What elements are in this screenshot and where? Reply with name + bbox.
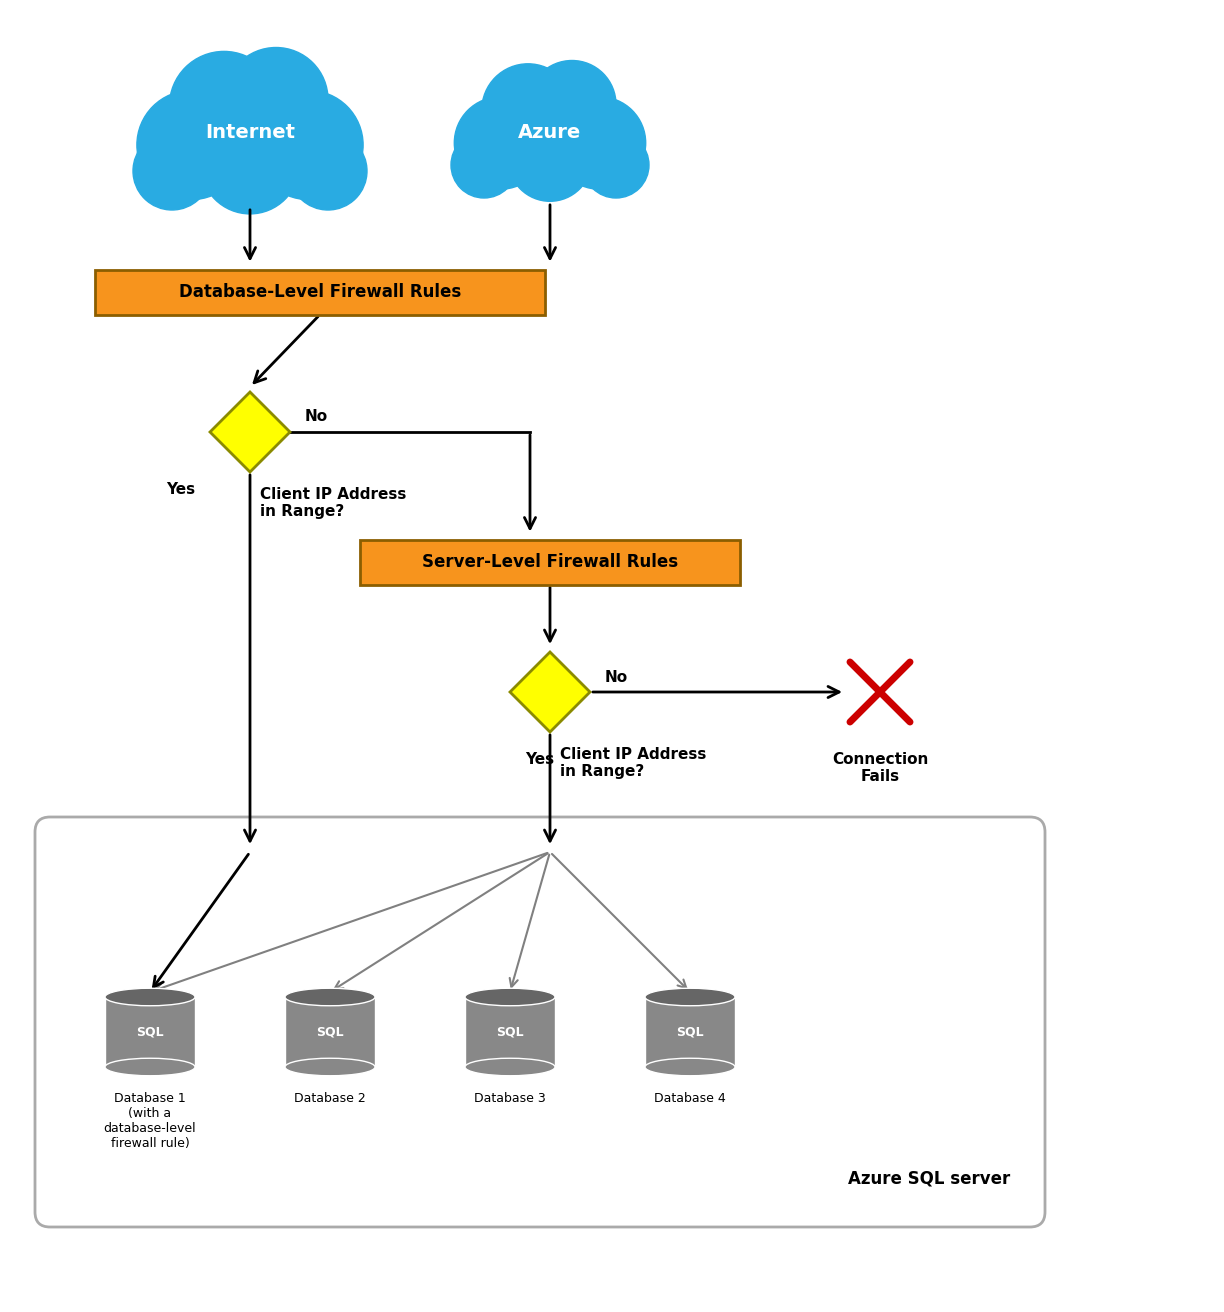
FancyBboxPatch shape <box>360 539 741 585</box>
Bar <box>105 997 195 1067</box>
Circle shape <box>508 118 591 201</box>
Text: SQL: SQL <box>136 1026 164 1039</box>
Ellipse shape <box>645 1059 734 1076</box>
Ellipse shape <box>465 1059 554 1076</box>
Ellipse shape <box>285 988 375 1006</box>
Ellipse shape <box>465 988 554 1006</box>
Text: SQL: SQL <box>316 1026 344 1039</box>
Text: SQL: SQL <box>676 1026 704 1039</box>
Text: Connection
Fails: Connection Fails <box>832 752 928 785</box>
Text: Yes: Yes <box>166 482 195 497</box>
Text: Azure SQL server: Azure SQL server <box>848 1169 1010 1187</box>
Circle shape <box>179 60 322 203</box>
Ellipse shape <box>105 1059 195 1076</box>
Circle shape <box>528 60 616 148</box>
Circle shape <box>490 71 611 193</box>
Text: Azure: Azure <box>519 122 581 142</box>
Circle shape <box>553 97 646 189</box>
Text: Yes: Yes <box>525 752 554 768</box>
Text: Client IP Address
in Range?: Client IP Address in Range? <box>561 747 706 779</box>
Ellipse shape <box>645 988 734 1006</box>
Text: Internet: Internet <box>204 122 295 142</box>
Polygon shape <box>510 652 590 732</box>
Bar <box>645 997 734 1067</box>
Circle shape <box>169 51 279 160</box>
Circle shape <box>133 133 211 210</box>
Bar <box>465 997 554 1067</box>
Text: Server-Level Firewall Rules: Server-Level Firewall Rules <box>422 552 678 571</box>
Text: Database 2: Database 2 <box>294 1092 366 1105</box>
Circle shape <box>224 47 328 151</box>
Circle shape <box>583 133 649 198</box>
Text: No: No <box>605 669 628 685</box>
Text: Database 3: Database 3 <box>474 1092 546 1105</box>
FancyBboxPatch shape <box>35 817 1045 1227</box>
Text: Database 1
(with a
database-level
firewall rule): Database 1 (with a database-level firewa… <box>104 1092 196 1151</box>
Text: Database-Level Firewall Rules: Database-Level Firewall Rules <box>179 283 461 300</box>
FancyBboxPatch shape <box>95 269 545 315</box>
Text: SQL: SQL <box>496 1026 524 1039</box>
Circle shape <box>450 133 517 198</box>
Text: Client IP Address
in Range?: Client IP Address in Range? <box>259 487 406 520</box>
Text: No: No <box>305 409 328 425</box>
Ellipse shape <box>105 988 195 1006</box>
Circle shape <box>454 97 547 189</box>
Circle shape <box>289 133 367 210</box>
Circle shape <box>253 91 364 199</box>
Circle shape <box>201 115 300 214</box>
Circle shape <box>482 64 574 156</box>
Circle shape <box>137 91 246 199</box>
Polygon shape <box>211 392 290 472</box>
Ellipse shape <box>285 1059 375 1076</box>
Bar <box>285 997 375 1067</box>
Text: Database 4: Database 4 <box>654 1092 726 1105</box>
